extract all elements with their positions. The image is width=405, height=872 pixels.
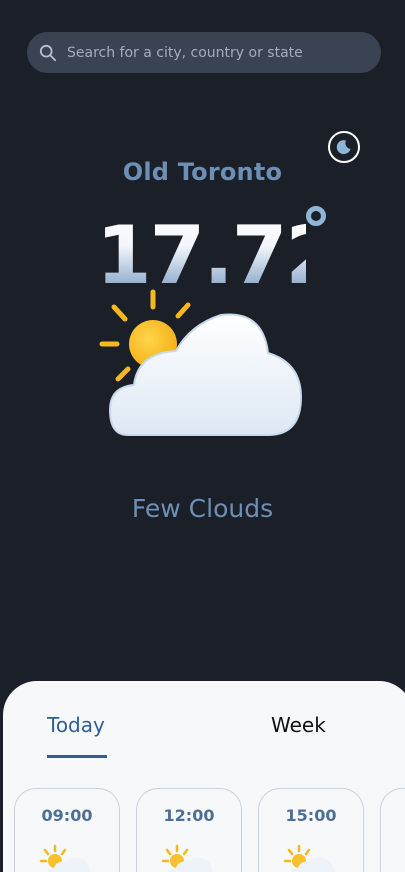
degree-symbol: [306, 206, 326, 226]
hourly-card[interactable]: [380, 788, 405, 872]
temperature-value: 17.72: [96, 206, 341, 306]
active-tab-indicator: [47, 755, 107, 758]
weather-condition: Few Clouds: [131, 494, 274, 523]
hourly-time: 12:00: [163, 806, 215, 825]
hourly-card[interactable]: 12:00: [136, 788, 242, 872]
moon-icon: [336, 140, 351, 155]
hourly-time: 09:00: [41, 806, 93, 825]
sun-cloud-icon: [39, 844, 91, 872]
hourly-time: 15:00: [285, 806, 337, 825]
search-input[interactable]: [67, 37, 367, 68]
tab-today[interactable]: Today: [47, 713, 105, 737]
hourly-card[interactable]: 15:00: [258, 788, 364, 872]
city-name: Old Toronto: [122, 158, 283, 186]
tab-week[interactable]: Week: [271, 713, 326, 737]
search-bar[interactable]: [27, 32, 381, 73]
search-icon: [39, 44, 57, 61]
sun-cloud-icon: [99, 289, 303, 436]
sun-cloud-icon: [161, 844, 213, 872]
hourly-card[interactable]: 09:00: [14, 788, 120, 872]
sun-cloud-icon: [283, 844, 335, 872]
theme-toggle-button[interactable]: [328, 131, 360, 163]
